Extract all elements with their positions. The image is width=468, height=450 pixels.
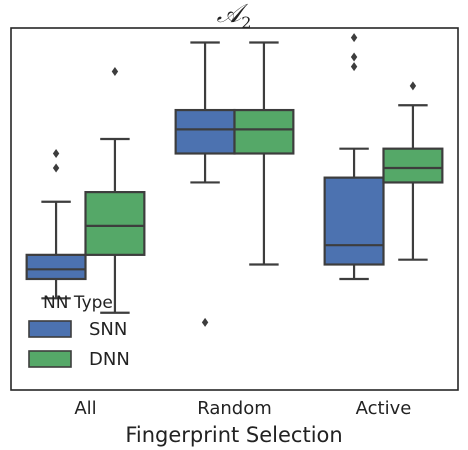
- x-tick-label: All: [74, 398, 96, 419]
- chart-title-subscript: 2: [241, 13, 251, 32]
- box-iqr: [382, 147, 444, 184]
- legend-label-dnn: DNN: [89, 349, 130, 370]
- box-iqr: [174, 108, 236, 155]
- outlier-point: [350, 52, 358, 62]
- box-snn-active: [323, 33, 385, 281]
- box-dnn-active: [382, 81, 444, 261]
- outlier-point: [201, 317, 209, 327]
- outlier-point: [350, 33, 358, 43]
- x-axis-label: Fingerprint Selection: [125, 423, 342, 447]
- box-iqr: [84, 191, 146, 256]
- x-tick-labels: All Random Active: [74, 398, 411, 419]
- plot-frame: [10, 27, 459, 391]
- legend-label-snn: SNN: [89, 319, 127, 340]
- box-dnn-random: [233, 41, 295, 266]
- box-dnn-all: [84, 66, 146, 314]
- x-tick-label: Active: [356, 398, 412, 419]
- outlier-point: [111, 66, 119, 76]
- box-snn-all: [25, 148, 87, 300]
- outlier-point: [409, 81, 417, 91]
- legend-title: NN Type: [43, 293, 113, 313]
- box-iqr: [323, 176, 385, 266]
- outlier-point: [52, 148, 60, 158]
- plot-area: [25, 33, 444, 327]
- legend-swatch-snn: [28, 320, 72, 338]
- box-iqr: [233, 108, 295, 155]
- legend: NN Type SNN DNN: [28, 293, 130, 370]
- x-tick-label: Random: [197, 398, 272, 419]
- outlier-point: [350, 62, 358, 72]
- outlier-point: [52, 163, 60, 173]
- box-iqr: [25, 253, 87, 281]
- box-snn-random: [174, 41, 236, 327]
- legend-swatch-dnn: [28, 350, 72, 368]
